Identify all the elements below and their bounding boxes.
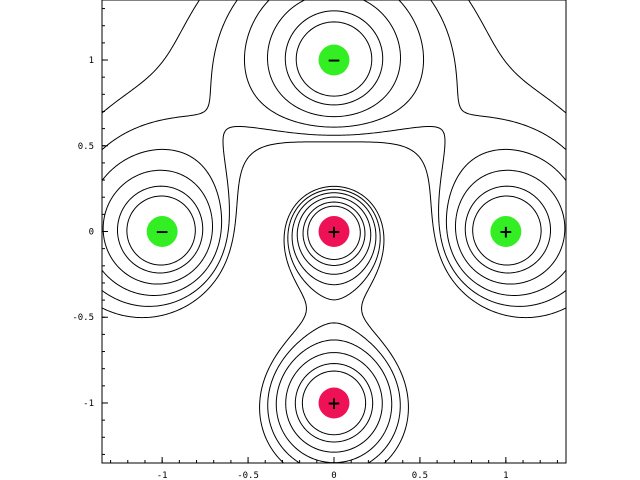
x-tick-label-3: 0.5 <box>412 471 428 480</box>
y-tick-label-4: 1 <box>89 56 94 66</box>
charge-disc-2 <box>318 216 350 247</box>
contour-level-5 <box>126 21 542 436</box>
axis-ticks: -1 -0.5 0 0.5 1 -1 -0.5 0 0.5 1 <box>72 8 558 480</box>
charge-disc-0 <box>318 44 350 76</box>
x-tick-label-2: 0 <box>331 471 336 480</box>
contour-lines <box>101 0 567 464</box>
y-tick-label-3: 0.5 <box>78 142 94 152</box>
charge-markers: − − + + + <box>146 44 522 419</box>
charge-sign-0: − <box>327 51 341 71</box>
charge-disc-4 <box>318 387 350 419</box>
contour-level-3 <box>102 0 566 453</box>
charge-sign-2: + <box>327 223 341 243</box>
y-tick-label-1: -0.5 <box>72 313 94 323</box>
charge-sign-3: + <box>499 223 513 243</box>
contour-level-1 <box>101 0 567 464</box>
x-tick-label-1: -0.5 <box>237 471 259 480</box>
y-tick-label-0: -1 <box>83 399 94 409</box>
contour-level-2 <box>101 0 567 464</box>
charge-sign-4: + <box>327 394 341 414</box>
x-tick-label-0: -1 <box>157 471 168 480</box>
y-tick-label-2: 0 <box>89 228 94 238</box>
contour-level-4 <box>116 10 552 443</box>
charge-disc-1 <box>146 216 178 247</box>
charge-sign-1: − <box>155 223 169 243</box>
x-tick-label-4: 1 <box>503 471 508 480</box>
charge-disc-3 <box>490 216 522 247</box>
